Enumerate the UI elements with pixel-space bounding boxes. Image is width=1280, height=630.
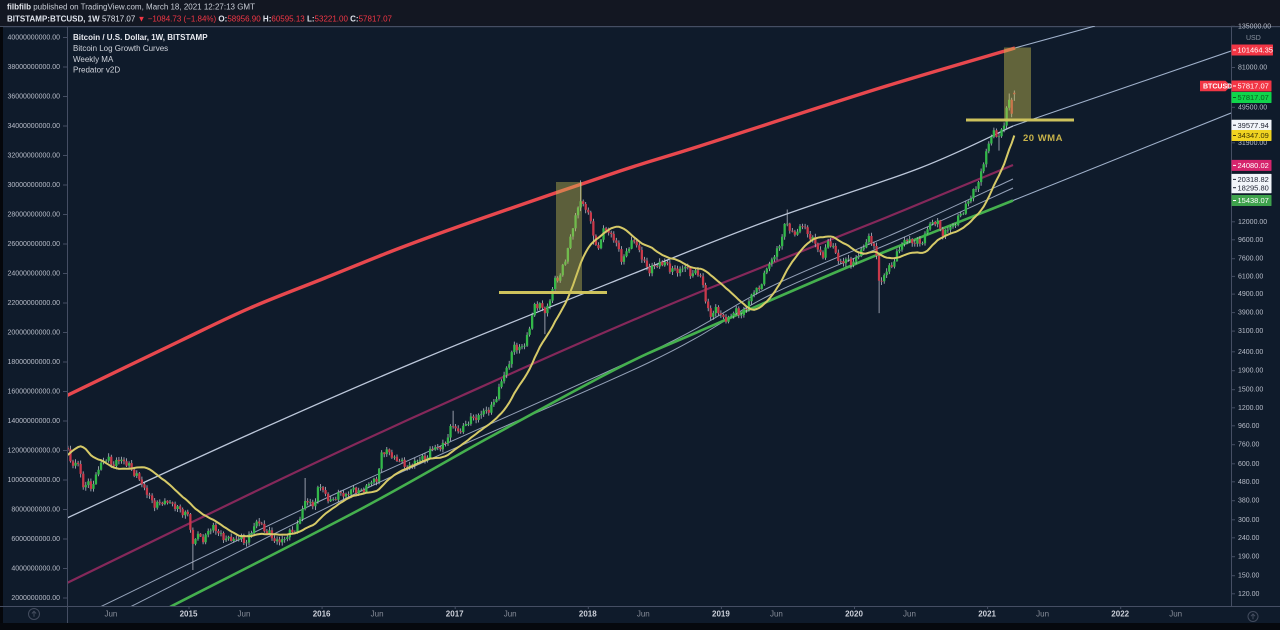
svg-text:1200.00: 1200.00: [1238, 405, 1263, 412]
svg-text:2000000000.00: 2000000000.00: [11, 595, 60, 602]
svg-text:960.00: 960.00: [1238, 423, 1260, 430]
svg-text:Jun: Jun: [104, 610, 117, 619]
svg-text:2018: 2018: [579, 610, 597, 619]
svg-text:480.00: 480.00: [1238, 479, 1260, 486]
svg-text:2020: 2020: [845, 610, 863, 619]
svg-text:22000000000.00: 22000000000.00: [7, 300, 60, 307]
svg-text:32000000000.00: 32000000000.00: [7, 153, 60, 160]
svg-text:18000000000.00: 18000000000.00: [7, 359, 60, 366]
svg-text:2015: 2015: [180, 610, 198, 619]
svg-text:7600.00: 7600.00: [1238, 256, 1263, 263]
svg-text:57817.07: 57817.07: [1238, 82, 1269, 91]
svg-text:20 WMA: 20 WMA: [1023, 133, 1063, 144]
svg-text:24080.02: 24080.02: [1238, 161, 1269, 170]
svg-text:3100.00: 3100.00: [1238, 328, 1263, 335]
svg-text:Bitcoin / U.S. Dollar, 1W, BIT: Bitcoin / U.S. Dollar, 1W, BITSTAMP: [73, 33, 208, 42]
svg-text:40000000000.00: 40000000000.00: [7, 35, 60, 42]
svg-text:Jun: Jun: [637, 610, 650, 619]
svg-text:9600.00: 9600.00: [1238, 237, 1263, 244]
svg-text:190.00: 190.00: [1238, 554, 1260, 561]
svg-text:14000000000.00: 14000000000.00: [7, 418, 60, 425]
svg-text:12000.00: 12000.00: [1238, 219, 1267, 226]
svg-text:39577.94: 39577.94: [1238, 121, 1269, 130]
svg-text:24000000000.00: 24000000000.00: [7, 271, 60, 278]
svg-text:Bitcoin Log Growth Curves: Bitcoin Log Growth Curves: [73, 44, 168, 53]
svg-text:2022: 2022: [1111, 610, 1129, 619]
svg-text:1900.00: 1900.00: [1238, 368, 1263, 375]
svg-text:34000000000.00: 34000000000.00: [7, 123, 60, 130]
svg-text:6000000000.00: 6000000000.00: [11, 536, 60, 543]
svg-text:filbfilb published on TradingV: filbfilb published on TradingView.com, M…: [7, 3, 255, 12]
svg-text:2016: 2016: [313, 610, 331, 619]
svg-text:BITSTAMP:BTCUSD, 1W 57817.07 ▼: BITSTAMP:BTCUSD, 1W 57817.07 ▼ −1084.73 …: [7, 15, 393, 24]
svg-text:Jun: Jun: [1036, 610, 1049, 619]
svg-text:USD: USD: [1246, 35, 1261, 42]
svg-text:Predator v2D: Predator v2D: [73, 66, 120, 75]
svg-text:120.00: 120.00: [1238, 591, 1260, 598]
svg-text:16000000000.00: 16000000000.00: [7, 389, 60, 396]
svg-text:20318.82: 20318.82: [1238, 175, 1269, 184]
svg-text:8000000000.00: 8000000000.00: [11, 507, 60, 514]
svg-text:600.00: 600.00: [1238, 461, 1260, 468]
svg-text:38000000000.00: 38000000000.00: [7, 64, 60, 71]
svg-text:36000000000.00: 36000000000.00: [7, 94, 60, 101]
svg-text:Jun: Jun: [371, 610, 384, 619]
svg-text:31900.00: 31900.00: [1238, 140, 1267, 147]
svg-text:135000.00: 135000.00: [1238, 23, 1271, 30]
svg-text:Jun: Jun: [504, 610, 517, 619]
svg-text:34347.09: 34347.09: [1238, 131, 1269, 140]
svg-text:1500.00: 1500.00: [1238, 387, 1263, 394]
svg-text:18295.80: 18295.80: [1238, 183, 1269, 192]
svg-text:2019: 2019: [712, 610, 730, 619]
svg-text:Weekly MA: Weekly MA: [73, 55, 114, 64]
svg-text:150.00: 150.00: [1238, 573, 1260, 580]
svg-text:Jun: Jun: [238, 610, 251, 619]
svg-text:380.00: 380.00: [1238, 498, 1260, 505]
svg-text:240.00: 240.00: [1238, 535, 1260, 542]
svg-text:760.00: 760.00: [1238, 442, 1260, 449]
svg-text:20000000000.00: 20000000000.00: [7, 330, 60, 337]
svg-text:49500.00: 49500.00: [1238, 104, 1267, 111]
svg-text:26000000000.00: 26000000000.00: [7, 241, 60, 248]
svg-text:Jun: Jun: [903, 610, 916, 619]
svg-text:2021: 2021: [978, 610, 996, 619]
svg-text:300.00: 300.00: [1238, 517, 1260, 524]
svg-text:2400.00: 2400.00: [1238, 349, 1263, 356]
svg-text:81000.00: 81000.00: [1238, 65, 1267, 72]
svg-text:BTCUSD: BTCUSD: [1203, 84, 1232, 91]
svg-text:28000000000.00: 28000000000.00: [7, 212, 60, 219]
svg-text:101464.35: 101464.35: [1238, 46, 1273, 55]
svg-text:4900.00: 4900.00: [1238, 291, 1263, 298]
svg-text:12000000000.00: 12000000000.00: [7, 448, 60, 455]
svg-text:15438.07: 15438.07: [1238, 196, 1269, 205]
svg-text:6100.00: 6100.00: [1238, 273, 1263, 280]
svg-text:3900.00: 3900.00: [1238, 310, 1263, 317]
svg-text:Jun: Jun: [770, 610, 783, 619]
svg-text:2017: 2017: [446, 610, 464, 619]
svg-text:10000000000.00: 10000000000.00: [7, 477, 60, 484]
svg-text:57817.07: 57817.07: [1238, 93, 1269, 102]
svg-text:4000000000.00: 4000000000.00: [11, 566, 60, 573]
svg-text:Jun: Jun: [1169, 610, 1182, 619]
svg-text:30000000000.00: 30000000000.00: [7, 182, 60, 189]
